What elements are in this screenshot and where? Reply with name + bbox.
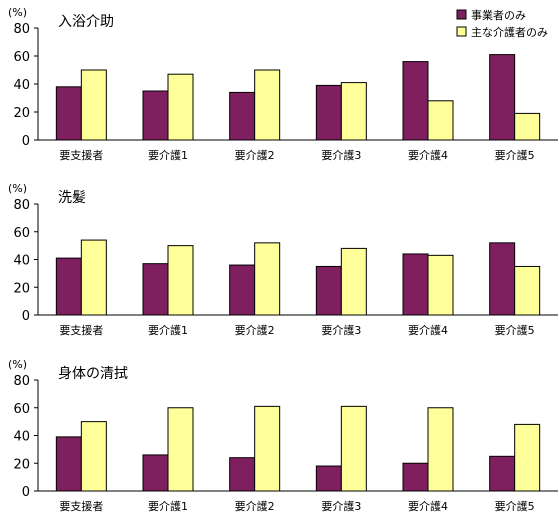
bar-series2: [254, 405, 281, 492]
bar-series1: [142, 90, 169, 141]
x-tick-label: 要介護1: [148, 148, 188, 162]
bar-series2: [254, 242, 281, 316]
bar-series2: [514, 265, 541, 316]
bar-series1: [315, 465, 342, 492]
x-tick-label: 要介護1: [148, 323, 188, 337]
legend-label: 事業者のみ: [471, 9, 526, 22]
y-tick-label: 60: [13, 50, 30, 65]
x-tick-label: 要介護4: [408, 148, 448, 162]
chart-title: 入浴介助: [58, 14, 114, 30]
bar-series1: [55, 86, 82, 141]
chart-title: 洗髪: [58, 190, 86, 206]
x-tick-label: 要介護2: [235, 323, 275, 337]
y-axis-unit-label: (%): [8, 182, 27, 195]
bar-series2: [80, 239, 107, 316]
x-tick-label: 要介護1: [148, 499, 188, 513]
x-tick-label: 要支援者: [59, 323, 103, 337]
y-tick-label: 40: [13, 254, 30, 269]
y-tick-label: 0: [22, 309, 30, 324]
bar-series1: [489, 54, 516, 141]
chart-panel-3: (%) 身体の清拭 0 20 40 60 80 要支援者 要介護1 要介護2 要介護3 要介護4 要介護…: [8, 358, 558, 513]
y-tick-label: 40: [13, 430, 30, 445]
x-tick-label: 要介護5: [495, 323, 535, 337]
bar-series2: [340, 405, 367, 492]
legend-label: 主な介護者のみ: [471, 25, 548, 39]
x-tick-label: 要介護2: [235, 499, 275, 513]
bar-series1: [55, 257, 82, 316]
y-axis-unit-label: (%): [8, 358, 27, 371]
chart-title: 身体の清拭: [58, 366, 128, 382]
bar-series1: [142, 454, 169, 492]
bar-series2: [80, 421, 107, 492]
x-tick-label: 要介護2: [235, 148, 275, 162]
bar-series1: [402, 462, 429, 492]
bar-series1: [489, 242, 516, 316]
bar-series2: [427, 100, 454, 141]
bar-series1: [402, 253, 429, 316]
bar-series1: [402, 61, 429, 141]
y-tick-label: 40: [13, 78, 30, 93]
bar-series2: [514, 112, 541, 141]
y-tick-label: 0: [22, 485, 30, 500]
x-tick-label: 要介護5: [495, 499, 535, 513]
chart-panel-1: (%) 入浴介助 0 20 40 60 80 要支援者 要介護1 要介護2 要介護3 要介護4 要介護5: [8, 6, 558, 162]
chart-panel-2: (%) 洗髪 0 20 40 60 80 要支援者 要介護1 要介護2 要介護3 要介護4 要介護5: [8, 182, 558, 337]
bar-series1: [489, 455, 516, 492]
bar-series2: [254, 69, 281, 141]
legend-swatch: [456, 9, 467, 20]
bar-series2: [427, 407, 454, 492]
bar-series1: [229, 91, 256, 141]
x-tick-label: 要介護3: [321, 148, 361, 162]
y-tick-label: 0: [22, 134, 30, 149]
x-tick-label: 要支援者: [59, 499, 103, 513]
bar-series2: [427, 254, 454, 316]
y-axis-unit-label: (%): [8, 6, 27, 19]
bar-series1: [229, 457, 256, 492]
bar-series2: [80, 69, 107, 141]
bar-series1: [55, 436, 82, 492]
bar-series2: [167, 245, 194, 316]
y-tick-label: 60: [13, 402, 30, 417]
y-tick-label: 20: [13, 281, 30, 296]
bar-series2: [340, 82, 367, 141]
bar-series2: [167, 73, 194, 141]
x-tick-label: 要介護3: [321, 499, 361, 513]
bar-series1: [229, 264, 256, 316]
y-tick-label: 20: [13, 457, 30, 472]
x-tick-label: 要介護4: [408, 323, 448, 337]
y-tick-label: 60: [13, 226, 30, 241]
bar-series2: [340, 247, 367, 316]
x-tick-label: 要支援者: [59, 148, 103, 162]
x-tick-label: 要介護3: [321, 323, 361, 337]
legend-swatch: [456, 26, 467, 37]
x-tick-label: 要介護5: [495, 148, 535, 162]
x-tick-label: 要介護4: [408, 499, 448, 513]
bar-series1: [142, 263, 169, 316]
y-tick-label: 80: [13, 374, 30, 389]
bar-series1: [315, 84, 342, 141]
bar-series2: [514, 423, 541, 492]
y-tick-label: 80: [13, 22, 30, 37]
bar-series2: [167, 407, 194, 492]
y-tick-label: 80: [13, 198, 30, 213]
bar-series1: [315, 265, 342, 316]
y-tick-label: 20: [13, 106, 30, 121]
